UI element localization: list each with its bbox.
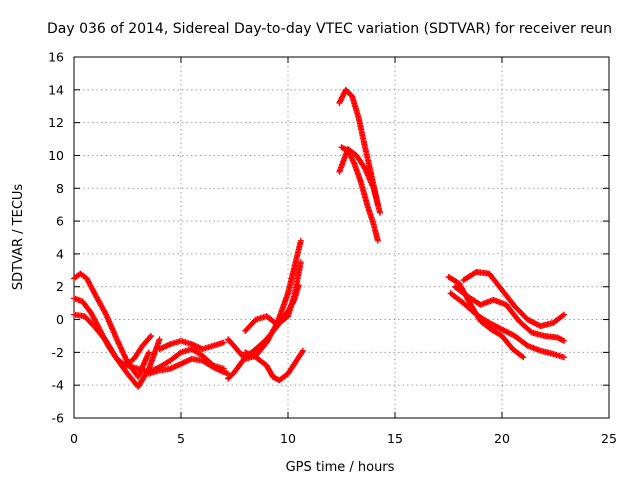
data-point [561,337,568,344]
series-arc-9 [242,259,304,335]
data-point [519,353,526,360]
series-arc-15 [447,290,568,361]
data-point [220,339,227,346]
y-tick-label: 2 [56,279,64,294]
y-tick-label: 6 [56,214,64,229]
data-point [520,354,527,361]
series-arc-2 [71,270,152,380]
data-point [559,312,566,319]
data-markers [71,86,568,390]
y-tick-label: 16 [48,50,64,65]
y-tick-label: -4 [52,378,65,393]
y-tick-label: -2 [52,345,64,360]
series-arc-17 [451,283,568,344]
x-tick-label: 10 [280,431,296,446]
y-tick-label: 0 [56,312,64,327]
x-tick-label: 5 [177,431,185,446]
data-point [297,237,304,244]
x-tick-label: 0 [70,431,78,446]
series-arc-6 [145,355,232,377]
axis-ticks: 0 5 10 15 20 25 -6 -4 -2 0 2 4 6 8 10 12 14 16 [48,50,617,447]
grid-lines [74,57,609,418]
chart-title: Day 036 of 2014, Sidereal Day-to-day VTE… [47,21,612,37]
data-point [297,259,304,266]
x-axis-label: GPS time / hours [286,460,395,475]
y-tick-label: 12 [48,115,64,130]
series-arc-5 [156,337,227,353]
series-arc-13 [338,144,381,244]
data-point [148,332,155,339]
y-tick-label: 10 [48,148,64,163]
x-tick-label: 25 [601,431,617,446]
y-tick-label: 8 [56,181,64,196]
y-tick-label: 4 [56,246,64,261]
data-point [374,237,381,244]
data-point [299,347,306,354]
data-point [156,336,163,343]
series-arc-16 [460,268,568,330]
plot-frame [73,56,610,419]
x-tick-label: 20 [494,431,510,446]
data-point [145,349,152,356]
data-point [377,209,384,216]
y-tick-label: 14 [48,82,64,97]
data-point [102,310,109,317]
y-axis-label: SDTVAR / TECUs [11,184,26,291]
data-point [147,334,154,341]
y-tick-label: -6 [52,411,65,426]
data-point [559,337,566,344]
x-tick-label: 15 [387,431,403,446]
series-arc-10 [242,347,306,384]
series-arc-3 [71,295,155,369]
data-point [561,354,568,361]
data-point [299,348,306,355]
data-point [561,311,568,318]
